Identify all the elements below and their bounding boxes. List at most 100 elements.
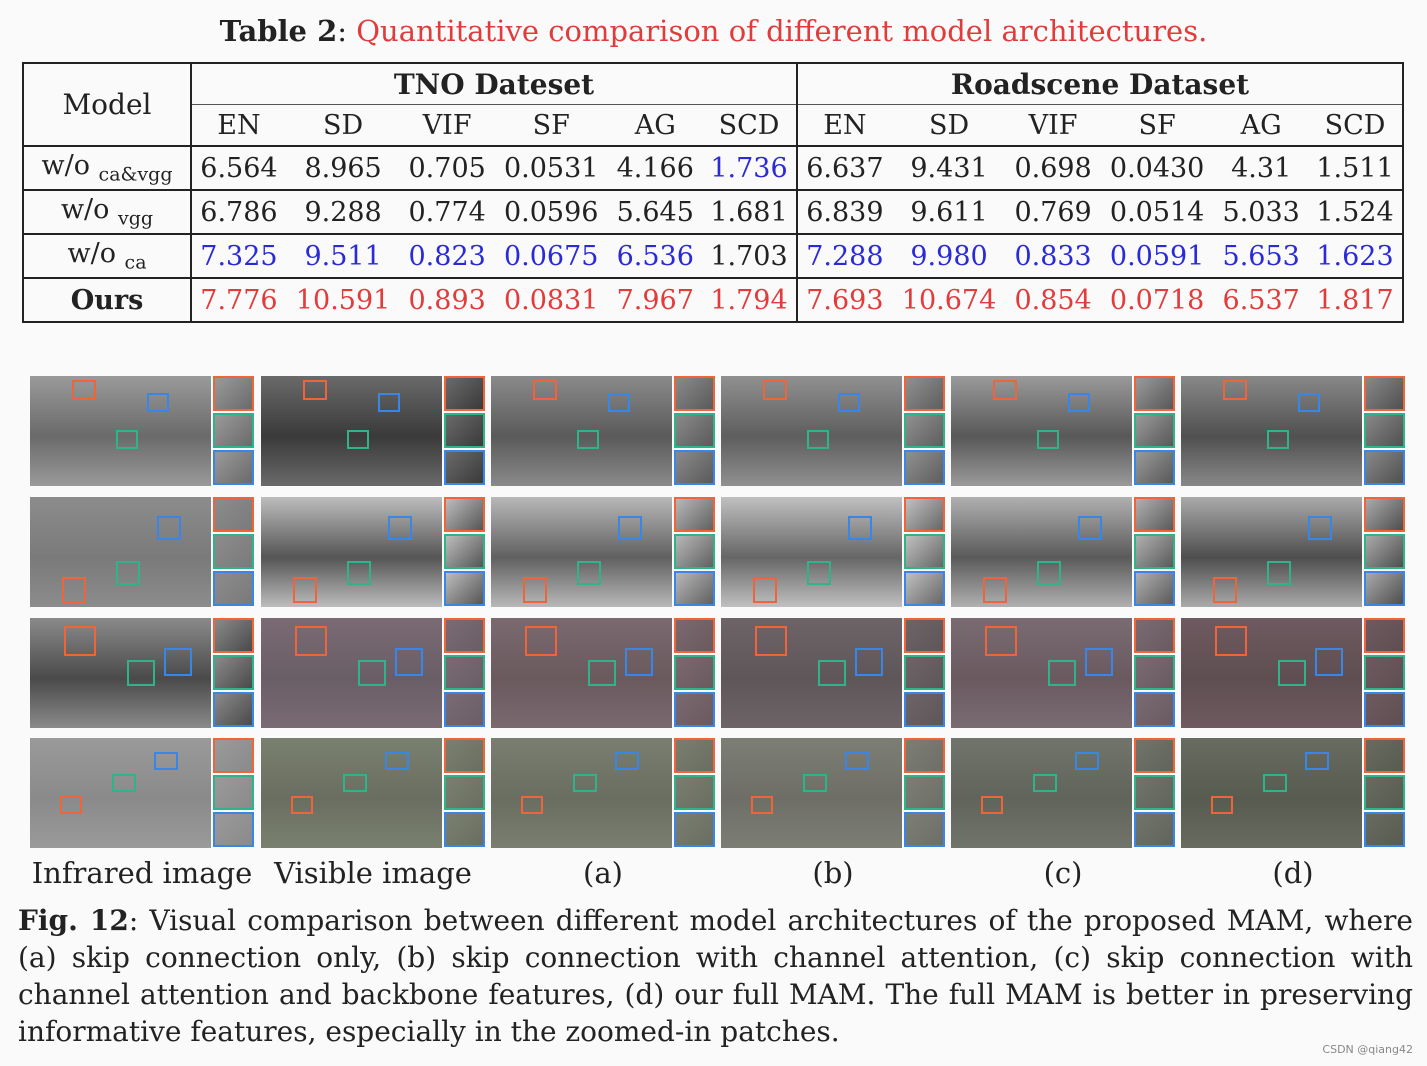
table-cell: 4.166 — [608, 146, 703, 191]
orange-zoom-box — [985, 626, 1017, 656]
main-image — [261, 376, 442, 486]
green-zoom-box — [818, 660, 846, 686]
green-zoomed-patch — [674, 655, 715, 690]
table-cell: 7.967 — [608, 278, 703, 323]
column-label: Visible image — [274, 856, 472, 890]
orange-zoom-box — [1211, 796, 1233, 814]
image-b-row-1 — [721, 376, 945, 486]
main-image — [1181, 618, 1362, 728]
table-cell: 0.698 — [1006, 146, 1100, 191]
blue-zoom-box — [1308, 516, 1332, 540]
metric-header: EN — [796, 104, 892, 147]
green-zoom-box — [347, 561, 371, 585]
table-cell: 6.637 — [796, 146, 892, 191]
image-infrared-row-3 — [30, 618, 254, 728]
table-cell: 8.965 — [285, 146, 401, 191]
table-caption-text: Quantitative comparison of different mod… — [356, 14, 1208, 48]
orange-zoomed-patch — [444, 497, 485, 532]
orange-zoomed-patch — [1134, 376, 1175, 411]
green-zoomed-patch — [904, 413, 945, 448]
green-zoomed-patch — [1364, 534, 1405, 569]
blue-zoom-box — [395, 648, 423, 676]
green-zoomed-patch — [213, 775, 254, 810]
figure-caption: Fig. 12: Visual comparison between diffe… — [18, 902, 1413, 1050]
blue-zoomed-patch — [1364, 812, 1405, 847]
green-zoom-box — [588, 660, 616, 686]
group-header-roadscene: Roadscene Dataset — [796, 62, 1405, 105]
green-zoom-box — [577, 561, 601, 585]
main-image — [1181, 497, 1362, 607]
image-visible-row-2 — [261, 497, 485, 607]
main-image — [30, 497, 211, 607]
orange-zoomed-patch — [1134, 618, 1175, 653]
metric-header: SD — [285, 104, 401, 147]
table-cell: 4.31 — [1214, 146, 1309, 191]
column-label: (c) — [1043, 856, 1083, 890]
main-image — [951, 618, 1132, 728]
blue-zoom-box — [164, 648, 192, 676]
green-zoomed-patch — [444, 413, 485, 448]
orange-zoom-box — [533, 380, 557, 400]
main-image — [261, 738, 442, 848]
blue-zoomed-patch — [1364, 692, 1405, 727]
image-c-row-3 — [951, 618, 1175, 728]
blue-zoom-box — [615, 752, 639, 770]
table-cell: 10.674 — [891, 278, 1007, 323]
image-c-row-2 — [951, 497, 1175, 607]
orange-zoom-box — [993, 380, 1017, 400]
table-cell: 1.511 — [1308, 146, 1404, 191]
table-cell: 1.681 — [702, 190, 798, 235]
image-a-row-4 — [491, 738, 715, 848]
column-label: Infrared image — [31, 856, 253, 890]
image-infrared-row-4 — [30, 738, 254, 848]
row-label: w/o ca&vgg — [22, 146, 192, 191]
table-cell: 9.288 — [285, 190, 401, 235]
orange-zoomed-patch — [674, 497, 715, 532]
orange-zoomed-patch — [1134, 738, 1175, 773]
metric-header: VIF — [1006, 104, 1100, 147]
row-label-sub: ca&vgg — [98, 163, 173, 186]
table-cell: 0.0531 — [493, 146, 609, 191]
table-cell: 0.0718 — [1099, 278, 1215, 323]
row-label-name: w/o — [67, 238, 116, 270]
green-zoomed-patch — [444, 775, 485, 810]
blue-zoom-box — [838, 393, 860, 412]
main-image — [30, 618, 211, 728]
orange-zoomed-patch — [1134, 497, 1175, 532]
blue-zoomed-patch — [444, 450, 485, 485]
group-header-tno: TNO Dateset — [191, 62, 798, 105]
table-cell: 0.0596 — [493, 190, 609, 235]
orange-zoomed-patch — [674, 738, 715, 773]
orange-zoom-box — [755, 626, 787, 656]
table-cell: 1.817 — [1308, 278, 1404, 323]
table-cell: 0.0675 — [493, 234, 609, 279]
main-image — [721, 497, 902, 607]
orange-zoomed-patch — [444, 738, 485, 773]
blue-zoom-box — [1085, 648, 1113, 676]
orange-zoomed-patch — [1364, 618, 1405, 653]
green-zoom-box — [1267, 561, 1291, 585]
image-infrared-row-1 — [30, 376, 254, 486]
table-cell: 1.794 — [702, 278, 798, 323]
blue-zoomed-patch — [904, 692, 945, 727]
row-label: Ours — [22, 278, 192, 323]
green-zoom-box — [807, 561, 831, 585]
blue-zoom-box — [848, 516, 872, 540]
main-image — [491, 497, 672, 607]
blue-zoom-box — [1068, 393, 1090, 412]
blue-zoom-box — [154, 752, 178, 770]
green-zoom-box — [573, 774, 597, 792]
image-c-row-4 — [951, 738, 1175, 848]
table-cell: 5.645 — [608, 190, 703, 235]
blue-zoomed-patch — [904, 450, 945, 485]
table-caption-sep: : — [337, 14, 357, 48]
table-caption: Table 2: Quantitative comparison of diff… — [0, 14, 1427, 48]
green-zoomed-patch — [1364, 413, 1405, 448]
blue-zoomed-patch — [444, 692, 485, 727]
row-label-name: w/o — [41, 150, 90, 182]
main-image — [721, 376, 902, 486]
blue-zoomed-patch — [674, 692, 715, 727]
blue-zoom-box — [1305, 752, 1329, 770]
metric-header: EN — [191, 104, 286, 147]
model-header: Model — [22, 62, 192, 147]
